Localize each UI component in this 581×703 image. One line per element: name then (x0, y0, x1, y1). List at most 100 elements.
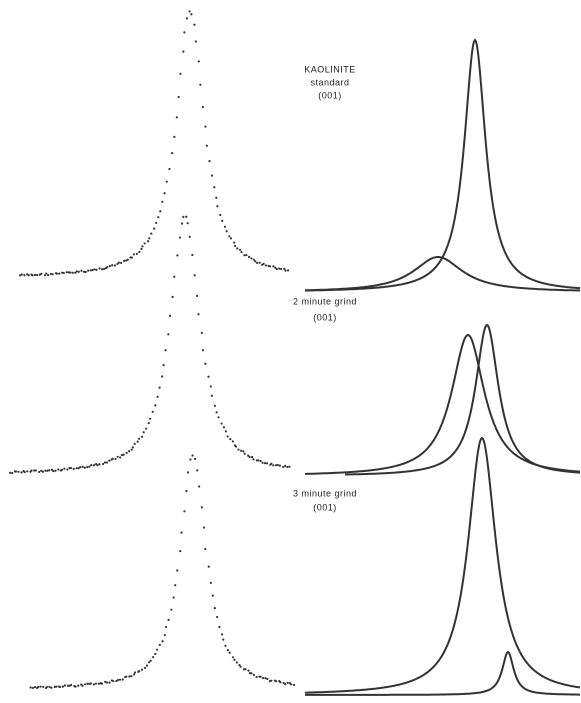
data-dot (74, 271, 77, 274)
data-dot (98, 463, 101, 466)
data-dot (128, 675, 131, 678)
data-dot (66, 468, 69, 471)
data-dot (60, 468, 64, 471)
label: 2 minute grind (293, 296, 357, 306)
data-dot (157, 216, 160, 219)
data-dot (258, 261, 261, 264)
data-dot (216, 205, 219, 208)
data-dot (226, 435, 229, 438)
data-dot (198, 485, 201, 488)
fit-curve (345, 323, 581, 476)
data-dot (116, 455, 119, 458)
data-dot (94, 682, 98, 685)
data-dot (33, 686, 37, 689)
data-dot (272, 265, 275, 268)
data-dot (154, 404, 157, 407)
data-dot (44, 469, 47, 472)
data-dot (136, 440, 139, 443)
data-dot (43, 274, 47, 277)
data-dot (82, 270, 86, 273)
data-dot (218, 625, 221, 629)
data-dot (130, 256, 133, 259)
data-dot (70, 683, 73, 687)
data-dot (240, 449, 243, 452)
data-dot (200, 506, 203, 509)
data-dot (171, 151, 174, 155)
data-dot (170, 608, 173, 611)
data-dot (155, 221, 158, 225)
data-dot (168, 314, 172, 317)
data-dot (208, 160, 211, 163)
data-dot (161, 640, 164, 643)
data-dot (116, 678, 120, 682)
data-dot (108, 459, 111, 462)
data-dot (173, 135, 176, 138)
data-dot (103, 267, 106, 271)
data-dot (264, 677, 267, 680)
data-dot (231, 440, 234, 443)
data-dot (215, 196, 218, 199)
data-dot (268, 265, 272, 268)
data-dot (228, 651, 231, 654)
data-dot (180, 531, 183, 534)
data-dot (222, 426, 226, 429)
data-dot (36, 685, 40, 689)
data-dot (40, 272, 43, 275)
data-dot (42, 685, 45, 689)
data-dot (74, 685, 77, 688)
data-dot (197, 60, 200, 63)
data-dot (87, 269, 90, 272)
data-dot (130, 448, 133, 451)
data-dot (233, 241, 236, 244)
data-dot (46, 469, 49, 472)
data-dot (204, 547, 207, 551)
data-dot (132, 673, 136, 676)
data-dot (108, 681, 111, 684)
label: KAOLINITE (304, 64, 356, 74)
data-dot (188, 10, 191, 13)
data-dot (152, 655, 155, 659)
data-dot (50, 686, 53, 689)
data-dot (45, 272, 48, 275)
data-dot (196, 469, 199, 472)
data-dot (224, 644, 227, 647)
data-dot (217, 416, 220, 419)
data-dot (238, 248, 242, 251)
data-dot (54, 469, 57, 472)
data-dot (193, 274, 196, 277)
label: 3 minute grind (293, 488, 357, 498)
data-dot (250, 257, 253, 260)
data-dot (237, 448, 240, 451)
data-dot (171, 295, 174, 299)
data-dot (84, 683, 87, 686)
data-dot (33, 273, 37, 276)
data-dot (177, 95, 180, 99)
data-dot (149, 659, 152, 662)
data-dot (126, 258, 129, 261)
data-dot (143, 666, 147, 670)
data-dot (55, 272, 59, 275)
data-dot (211, 594, 214, 597)
data-dot (84, 270, 87, 274)
data-dot (205, 144, 208, 147)
data-dot (31, 274, 34, 277)
data-dot (284, 269, 287, 272)
data-dot (213, 404, 216, 407)
data-dot (247, 454, 250, 457)
data-dot (11, 471, 14, 475)
data-dot (155, 648, 159, 651)
data-dot (48, 469, 51, 472)
data-dot (179, 72, 182, 75)
data-dot (233, 658, 236, 662)
data-dot (286, 681, 289, 684)
data-dot (77, 270, 80, 273)
data-dot (229, 438, 232, 441)
data-dot (58, 272, 61, 275)
data-dot (162, 364, 165, 367)
data-dot (131, 446, 134, 449)
data-dot (111, 457, 114, 460)
data-dot (189, 458, 192, 461)
data-dot (256, 261, 259, 264)
data-dot (61, 685, 65, 688)
